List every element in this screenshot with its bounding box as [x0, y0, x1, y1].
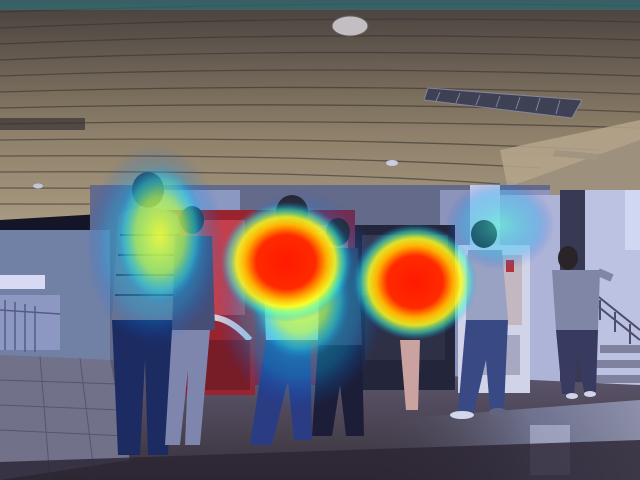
- ceiling-speaker: [331, 15, 369, 37]
- person: [400, 340, 420, 410]
- ceiling-vent: [423, 87, 583, 119]
- heatmap-overlay: [85, 145, 555, 410]
- heatmap-warm-region: [115, 165, 205, 305]
- heatmap-cool-region: [445, 180, 555, 270]
- heatmap-hot-region: [353, 224, 477, 340]
- ceiling-light: [386, 160, 398, 166]
- ceiling-light: [33, 183, 43, 189]
- person: [552, 246, 614, 399]
- heatmap-hot-region: [220, 202, 352, 322]
